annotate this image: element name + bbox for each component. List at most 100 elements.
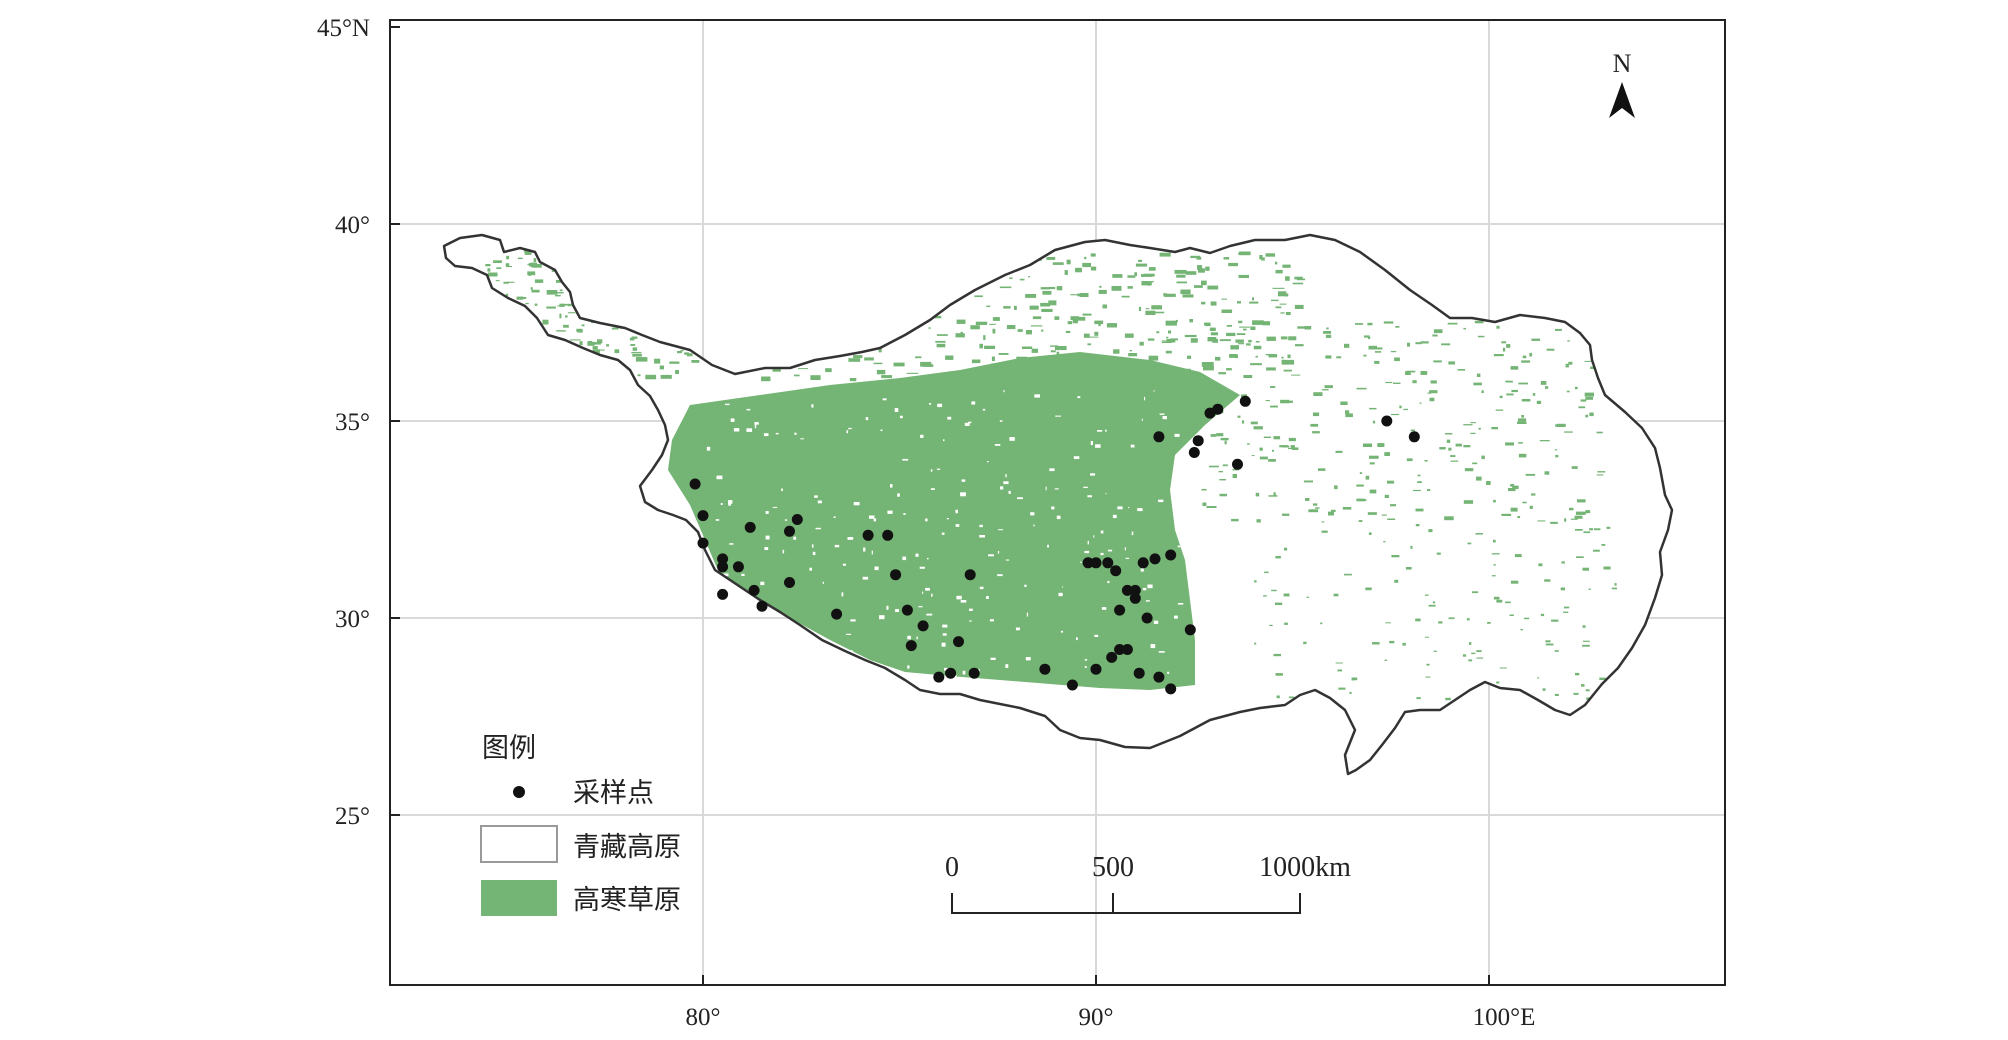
sample-point [1066, 679, 1078, 691]
non-grassland-gap [800, 438, 804, 440]
grassland-patch [1333, 593, 1339, 597]
grassland-patch [1472, 462, 1478, 465]
grassland-patch [1272, 287, 1285, 289]
north-arrow-icon [1609, 82, 1635, 118]
grassland-patch [1201, 488, 1207, 491]
grassland-patch [1050, 345, 1059, 347]
grassland-patch [1563, 611, 1569, 613]
grassland-patch [844, 327, 848, 332]
grassland-patch [1531, 493, 1536, 496]
grassland-patch [1403, 408, 1409, 411]
grassland-patch [541, 372, 550, 375]
non-grassland-gap [907, 635, 911, 640]
grassland-patch [1539, 440, 1550, 442]
grassland-patch [799, 331, 803, 334]
grassland-patch [1000, 371, 1010, 376]
grassland-patch [633, 298, 638, 303]
grassland-patch [686, 255, 698, 259]
grassland-patch [1165, 320, 1177, 326]
grassland-patch [1517, 421, 1527, 424]
non-grassland-gap [715, 519, 720, 521]
grassland-patch [1252, 320, 1264, 325]
grassland-patch [1603, 566, 1611, 570]
non-grassland-gap [1140, 568, 1144, 572]
grassland-patch [1201, 362, 1214, 367]
grassland-patch [1029, 305, 1039, 310]
grassland-patch [578, 292, 586, 294]
grassland-patch [1365, 587, 1372, 591]
grassland-patch [1575, 672, 1580, 676]
grassland-patch [557, 305, 560, 307]
sample-point [1133, 667, 1145, 679]
non-grassland-gap [794, 432, 797, 435]
grassland-patch [1568, 320, 1577, 324]
grassland-patch [1588, 588, 1591, 590]
grassland-patch [1473, 382, 1482, 386]
grassland-patch [1102, 304, 1107, 309]
non-grassland-gap [812, 551, 816, 556]
grassland-patch [707, 288, 713, 292]
non-grassland-gap [793, 536, 797, 540]
grassland-patch [1596, 474, 1604, 476]
grassland-patch [986, 252, 997, 256]
grassland-patch [634, 303, 644, 307]
grassland-patch [1253, 426, 1263, 430]
grassland-patch [1463, 445, 1471, 448]
grassland-patch [1251, 455, 1255, 457]
grassland-patch [519, 363, 525, 367]
non-grassland-gap [1077, 396, 1081, 399]
grassland-patch [1475, 533, 1483, 535]
grassland-patch [1328, 511, 1334, 516]
non-grassland-gap [1112, 514, 1117, 519]
grassland-patch [935, 340, 946, 343]
non-grassland-gap [873, 518, 877, 522]
grassland-patch [1259, 456, 1268, 460]
grassland-patch [1238, 320, 1243, 324]
grassland-patch [605, 297, 610, 299]
grassland-patch [1268, 495, 1278, 497]
grassland-patch [1580, 330, 1589, 332]
grassland-patch [573, 265, 580, 267]
grassland-patch [1568, 361, 1573, 365]
grassland-patch [546, 306, 556, 309]
grassland-patch [516, 332, 523, 335]
grassland-patch [1374, 360, 1380, 364]
grassland-patch [979, 343, 983, 349]
grassland-patch [1597, 471, 1606, 473]
grassland-patch [1002, 267, 1009, 271]
grassland-patch [1265, 400, 1270, 402]
grassland-patch [527, 271, 536, 276]
grassland-patch [1275, 269, 1283, 274]
grassland-patch [1046, 257, 1056, 260]
grassland-patch [523, 368, 527, 371]
grassland-patch [594, 294, 604, 298]
sample-point [1165, 549, 1177, 561]
grassland-patch [558, 347, 562, 352]
grassland-patch [1246, 343, 1251, 346]
sample-point [697, 510, 709, 522]
grassland-patch [604, 370, 609, 375]
grassland-patch [542, 319, 549, 325]
grassland-patch [1563, 606, 1570, 609]
non-grassland-gap [776, 654, 779, 656]
grassland-patch [496, 267, 502, 269]
non-grassland-gap [955, 524, 960, 527]
grassland-patch [1238, 274, 1249, 278]
non-grassland-gap [988, 554, 994, 557]
non-grassland-gap [730, 418, 735, 422]
grassland-patch [1209, 327, 1216, 331]
non-grassland-gap [968, 421, 972, 424]
non-grassland-gap [733, 428, 740, 432]
sample-point [917, 620, 929, 632]
north-arrow-label: N [1613, 49, 1632, 78]
non-grassland-gap [1105, 429, 1107, 432]
grassland-patch [906, 372, 919, 374]
grassland-patch [1572, 320, 1575, 324]
grassland-patch [782, 292, 793, 295]
non-grassland-gap [880, 429, 883, 432]
grassland-patch [481, 351, 489, 354]
grassland-patch [1201, 301, 1206, 305]
non-grassland-gap [724, 650, 728, 653]
grassland-patch [1239, 326, 1250, 328]
sample-point [1114, 644, 1126, 655]
